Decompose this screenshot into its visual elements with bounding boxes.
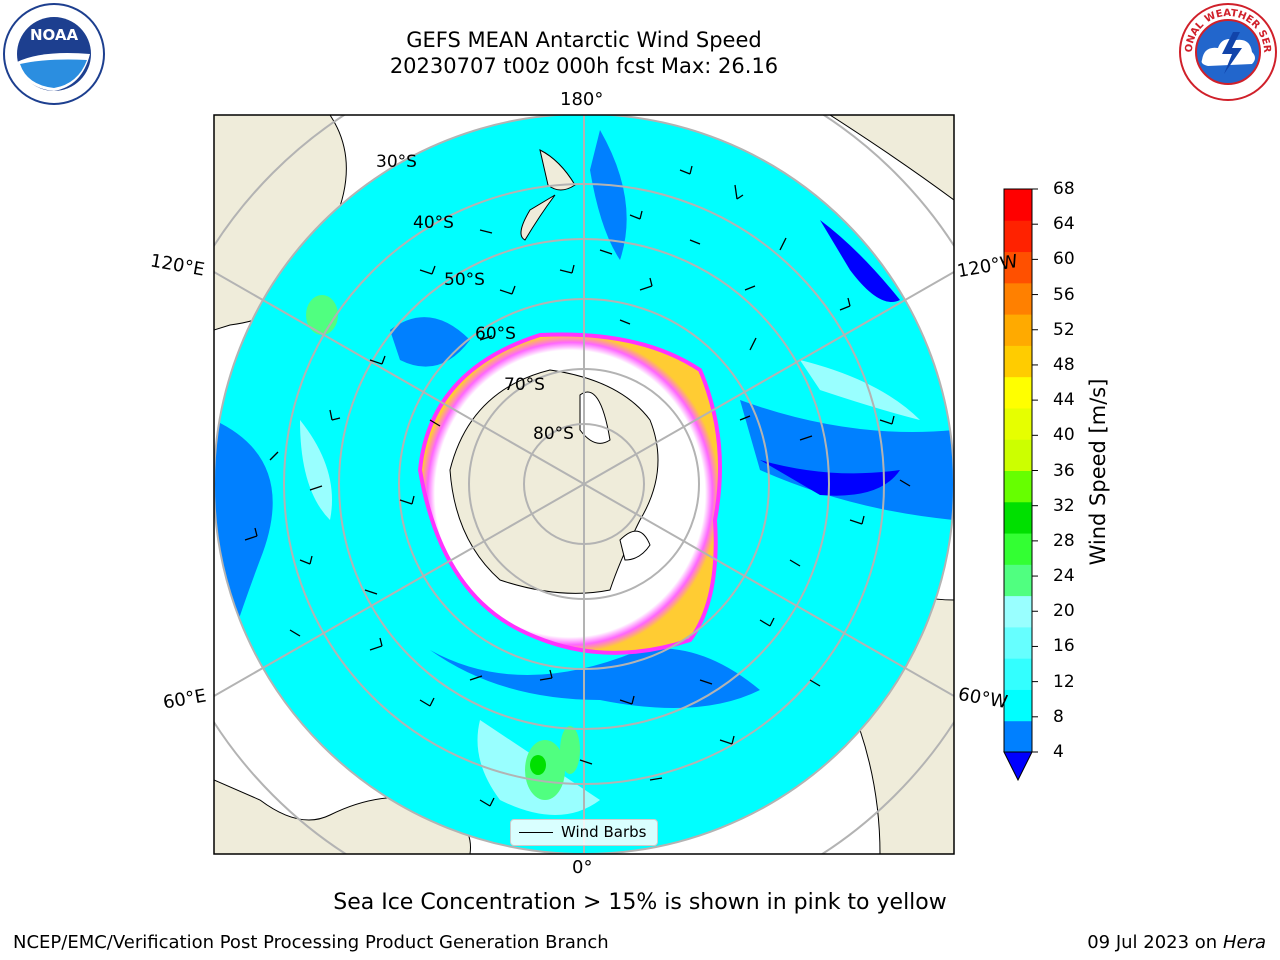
credit-date-text: 09 Jul 2023 on bbox=[1087, 932, 1223, 953]
colorbar-segment bbox=[1004, 220, 1032, 253]
colorbar-label: Wind Speed [m/s] bbox=[1086, 378, 1110, 566]
colorbar-segment bbox=[1004, 595, 1032, 628]
lon-label-0: 0° bbox=[572, 857, 593, 878]
colorbar-segment bbox=[1004, 407, 1032, 440]
legend-line-swatch bbox=[519, 832, 553, 833]
colorbar-tick-label: 40 bbox=[1053, 425, 1075, 446]
colorbar-segment bbox=[1004, 658, 1032, 690]
colorbar-tick-label: 28 bbox=[1053, 530, 1075, 551]
colorbar-tick-label: 64 bbox=[1053, 214, 1075, 235]
colorbar-segment bbox=[1004, 282, 1032, 315]
colorbar-tick-label: 24 bbox=[1053, 566, 1075, 587]
colorbar-segment bbox=[1004, 345, 1032, 378]
colorbar-tick-label: 4 bbox=[1053, 742, 1064, 762]
colorbar-tick-label: 20 bbox=[1053, 601, 1075, 622]
colorbar-tick-label: 8 bbox=[1053, 706, 1064, 727]
colorbar-segment bbox=[1004, 376, 1032, 409]
sea-ice-footnote: Sea Ice Concentration > 15% is shown in … bbox=[333, 890, 947, 915]
graticule bbox=[214, 115, 954, 854]
colorbar-segment bbox=[1004, 470, 1032, 503]
colorbar-tick-label: 60 bbox=[1053, 249, 1075, 270]
colorbar-segment bbox=[1004, 626, 1032, 659]
colorbar-tick-label: 32 bbox=[1053, 495, 1075, 516]
chart-title: GEFS MEAN Antarctic Wind Speed bbox=[406, 28, 762, 52]
colorbar-segment bbox=[1004, 689, 1032, 722]
credit-host: Hera bbox=[1222, 932, 1266, 953]
colorbar-segment bbox=[1004, 501, 1032, 534]
credit-date: 09 Jul 2023 on Hera bbox=[1087, 932, 1266, 953]
lat-label-40s: 40°S bbox=[413, 213, 454, 233]
colorbar-tick-label: 36 bbox=[1053, 460, 1075, 481]
colorbar-tick-label: 16 bbox=[1053, 636, 1075, 657]
colorbar-tick-label: 44 bbox=[1053, 390, 1075, 411]
colorbar-segment bbox=[1004, 189, 1032, 221]
colorbar-segment bbox=[1004, 314, 1032, 346]
colorbar-segment bbox=[1004, 533, 1032, 565]
colorbar-tick-label: 48 bbox=[1053, 354, 1075, 375]
colorbar-segment bbox=[1004, 720, 1032, 753]
lat-label-30s: 30°S bbox=[376, 152, 417, 172]
lat-label-80s: 80°S bbox=[533, 424, 574, 444]
colorbar-segment bbox=[1004, 564, 1032, 597]
lat-label-50s: 50°S bbox=[444, 270, 485, 290]
wind-barbs bbox=[244, 165, 911, 807]
noaa-logo: NOAA bbox=[3, 3, 105, 105]
colorbar-tick-label: 56 bbox=[1053, 284, 1075, 305]
colorbar-segment bbox=[1004, 439, 1032, 471]
colorbar-tick-label: 68 bbox=[1053, 179, 1075, 199]
noaa-logo-text: NOAA bbox=[30, 26, 79, 44]
chart-subtitle: 20230707 t00z 000h fcst Max: 26.16 bbox=[389, 54, 779, 78]
lat-label-60s: 60°S bbox=[475, 324, 516, 344]
colorbar-tick-label: 12 bbox=[1053, 671, 1075, 692]
nws-logo: NATIONAL WEATHER SERVICE bbox=[1178, 2, 1277, 101]
colorbar-tick-label: 52 bbox=[1053, 319, 1075, 340]
legend-label: Wind Barbs bbox=[561, 823, 647, 841]
credit-branch: NCEP/EMC/Verification Post Processing Pr… bbox=[13, 932, 609, 953]
lon-label-180: 180° bbox=[560, 89, 604, 110]
wind-barbs-legend: Wind Barbs bbox=[510, 819, 658, 846]
lat-label-70s: 70°S bbox=[504, 375, 545, 395]
colorbar-under-arrow bbox=[1003, 751, 1033, 782]
map-border bbox=[213, 114, 955, 855]
colorbar-segment bbox=[1004, 251, 1032, 284]
colorbar bbox=[1003, 188, 1038, 782]
